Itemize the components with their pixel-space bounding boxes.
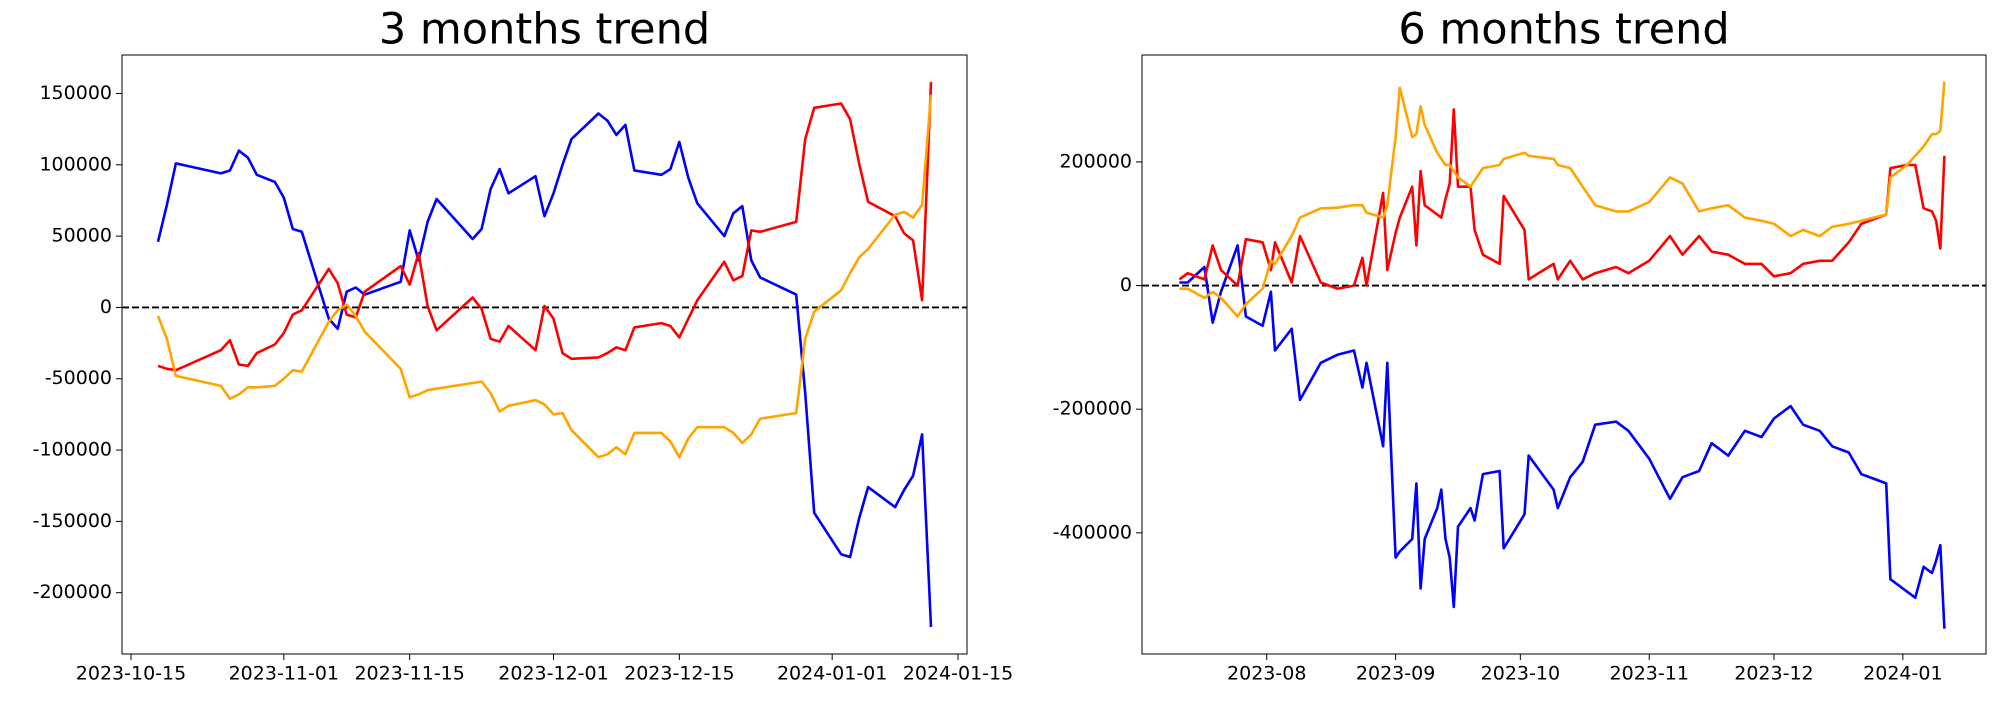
- x-tick-label: 2023-10-15: [76, 663, 186, 685]
- x-tick-label: 2023-12-01: [498, 663, 608, 685]
- x-tick-label: 2023-11: [1610, 663, 1689, 685]
- x-tick-label: 2023-09: [1356, 663, 1435, 685]
- plot-frame: [1141, 54, 1987, 655]
- y-tick-label: -200000: [1053, 398, 1132, 420]
- x-tick-label: 2024-01: [1863, 663, 1942, 685]
- y-tick-label: 100000: [39, 153, 112, 175]
- series-line: [156, 112, 933, 627]
- y-tick-label: -400000: [1053, 521, 1132, 543]
- chart-title: 6 months trend: [1398, 5, 1729, 55]
- y-tick-label: 50000: [52, 225, 112, 247]
- y-tick-label: -150000: [33, 510, 112, 532]
- x-tick-label: 2023-11-15: [354, 663, 464, 685]
- y-tick-label: 200000: [1059, 150, 1132, 172]
- chart-title: 3 months trend: [379, 5, 710, 55]
- y-tick-label: -50000: [45, 367, 112, 389]
- plot-frame: [121, 54, 968, 655]
- x-tick-label: 2023-12-15: [624, 663, 734, 685]
- x-tick-label: 2023-12: [1734, 663, 1813, 685]
- y-tick-label: -200000: [33, 581, 112, 603]
- y-tick-label: -100000: [33, 439, 112, 461]
- x-tick-label: 2024-01-15: [903, 663, 1013, 685]
- series-line: [1178, 108, 1946, 290]
- x-tick-label: 2023-11-01: [229, 663, 339, 685]
- series-line: [1179, 81, 1946, 318]
- y-tick-label: 0: [1120, 274, 1132, 296]
- x-tick-label: 2023-08: [1227, 663, 1306, 685]
- y-tick-label: 150000: [39, 82, 112, 104]
- series-line: [156, 94, 933, 459]
- x-tick-label: 2024-01-01: [777, 663, 887, 685]
- y-tick-label: 0: [100, 296, 112, 318]
- series-line: [157, 82, 933, 372]
- series-line: [1179, 244, 1946, 629]
- x-tick-label: 2023-10: [1481, 663, 1560, 685]
